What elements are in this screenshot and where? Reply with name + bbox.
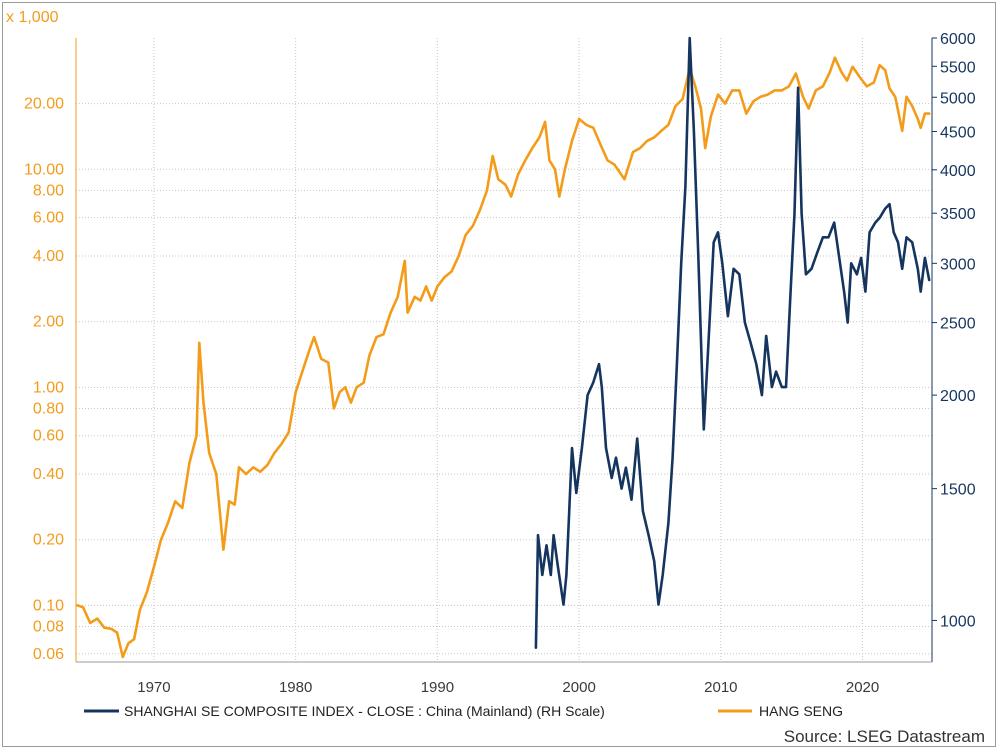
x-tick-label: 2020 <box>846 679 879 696</box>
right-axis: 6000 5500 5000 4500 4000 3500 3000 2500 2000 1500… <box>931 31 976 662</box>
left-tick-label: 20.00 <box>24 96 64 113</box>
left-tick-label: 0.20 <box>33 532 64 549</box>
left-tick-label: 1.00 <box>33 379 64 396</box>
grid <box>76 38 932 662</box>
series-line-shanghai <box>534 36 931 649</box>
left-tick-label: 0.60 <box>33 428 64 445</box>
legend-shanghai-label: SHANGHAI SE COMPOSITE INDEX - CLOSE : Ch… <box>124 703 605 719</box>
right-tick-label: 1000 <box>940 613 976 630</box>
right-tick-label: 5000 <box>940 90 976 107</box>
legend-hangseng-label: HANG SENG <box>759 703 843 719</box>
right-tick-label: 1500 <box>940 482 976 499</box>
left-tick-label: 4.00 <box>33 248 64 265</box>
left-axis: x 1,000 20.00 10.00 8.00 6.00 4.00 2.00 1.00 0.… <box>6 9 77 663</box>
right-tick-label: 3500 <box>940 206 976 223</box>
right-tick-label: 2500 <box>940 316 976 333</box>
right-tick-label: 6000 <box>940 31 976 48</box>
source-note: Source: LSEG Datastream <box>784 727 985 746</box>
right-tick-label: 5500 <box>940 59 976 76</box>
right-tick-label: 3000 <box>940 256 976 273</box>
left-tick-label: 0.40 <box>33 466 64 483</box>
right-tick-label: 4000 <box>940 163 976 180</box>
left-tick-label: 2.00 <box>33 314 64 331</box>
left-tick-label: 8.00 <box>33 182 64 199</box>
x-tick-label: 2010 <box>704 679 737 696</box>
left-tick-label: 0.80 <box>33 400 64 417</box>
right-tick-label: 4500 <box>940 125 976 142</box>
left-axis-unit-label: x 1,000 <box>6 9 59 26</box>
left-tick-label: 0.06 <box>33 646 64 663</box>
series-line-hang-seng <box>76 56 931 659</box>
x-axis: 1970 1980 1990 2000 2010 2020 <box>76 661 932 696</box>
legend: SHANGHAI SE COMPOSITE INDEX - CLOSE : Ch… <box>84 703 843 719</box>
x-tick-label: 1990 <box>421 679 454 696</box>
x-tick-label: 1970 <box>137 679 170 696</box>
left-tick-label: 6.00 <box>33 210 64 227</box>
x-tick-label: 1980 <box>279 679 312 696</box>
x-tick-label: 2000 <box>562 679 595 696</box>
left-tick-label: 10.00 <box>24 161 64 178</box>
series-layer <box>76 36 931 659</box>
left-tick-label: 0.10 <box>33 597 64 614</box>
left-tick-label: 0.08 <box>33 619 64 636</box>
right-tick-label: 2000 <box>940 388 976 405</box>
